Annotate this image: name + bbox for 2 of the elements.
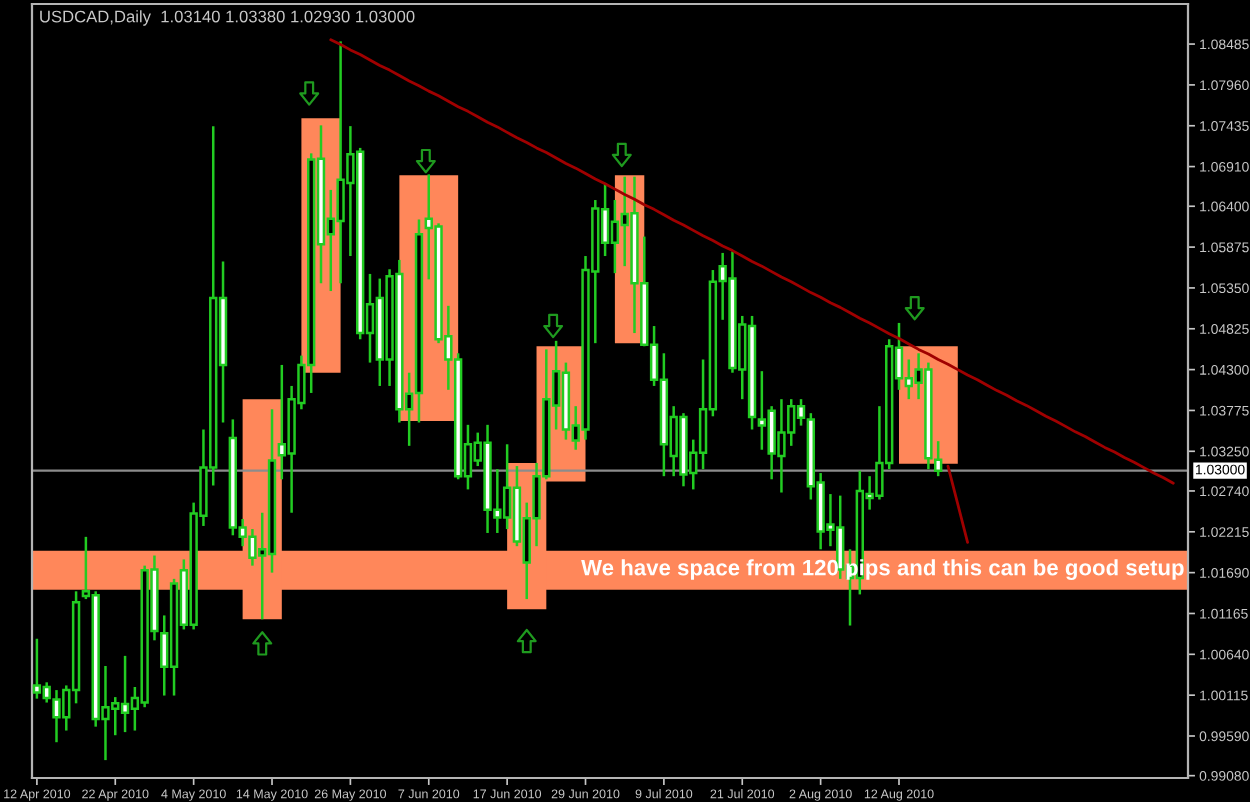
line-series — [329, 38, 1175, 485]
chart-title: USDCAD,Daily 1.03140 1.03380 1.02930 1.03000 — [40, 10, 415, 26]
